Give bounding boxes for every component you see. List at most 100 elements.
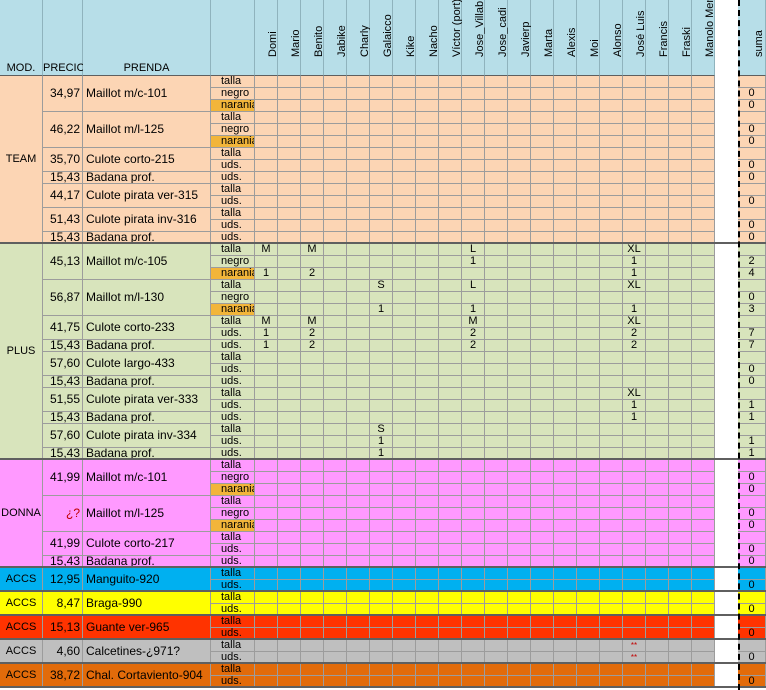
order-cell[interactable] (347, 592, 370, 604)
order-cell[interactable] (646, 100, 669, 112)
order-cell[interactable] (600, 484, 623, 496)
order-cell[interactable] (485, 472, 508, 484)
order-cell[interactable] (370, 136, 393, 148)
order-cell[interactable] (508, 292, 531, 304)
order-cell[interactable] (669, 292, 692, 304)
order-cell[interactable] (278, 616, 301, 628)
order-cell[interactable] (462, 148, 485, 160)
order-cell[interactable] (577, 124, 600, 136)
order-cell[interactable] (508, 460, 531, 472)
order-cell[interactable] (692, 400, 715, 412)
order-cell[interactable] (692, 484, 715, 496)
order-cell[interactable] (347, 424, 370, 436)
order-cell[interactable] (370, 364, 393, 376)
order-cell[interactable] (347, 472, 370, 484)
order-cell[interactable] (623, 364, 646, 376)
order-cell[interactable] (646, 112, 669, 124)
order-cell[interactable] (554, 256, 577, 268)
order-cell[interactable] (600, 400, 623, 412)
order-cell[interactable] (347, 256, 370, 268)
order-cell[interactable] (439, 220, 462, 232)
order-cell[interactable] (577, 256, 600, 268)
order-cell[interactable] (646, 148, 669, 160)
order-cell[interactable] (278, 508, 301, 520)
order-cell[interactable] (646, 76, 669, 88)
price-cell[interactable]: ¿? (43, 496, 83, 532)
price-cell[interactable]: 44,17 (43, 184, 83, 208)
order-cell[interactable] (301, 136, 324, 148)
order-cell[interactable] (692, 148, 715, 160)
order-cell[interactable] (393, 88, 416, 100)
order-cell[interactable] (577, 424, 600, 436)
order-cell[interactable] (669, 244, 692, 256)
order-cell[interactable] (416, 220, 439, 232)
order-cell[interactable] (324, 592, 347, 604)
order-cell[interactable] (531, 208, 554, 220)
order-cell[interactable] (554, 196, 577, 208)
order-cell[interactable] (324, 256, 347, 268)
order-cell[interactable] (416, 160, 439, 172)
order-cell[interactable] (462, 484, 485, 496)
order-cell[interactable] (324, 640, 347, 652)
order-cell[interactable] (416, 244, 439, 256)
order-cell[interactable] (554, 508, 577, 520)
order-cell[interactable] (508, 436, 531, 448)
order-cell[interactable] (462, 376, 485, 388)
order-cell[interactable] (600, 256, 623, 268)
order-cell[interactable] (531, 292, 554, 304)
order-cell[interactable] (462, 640, 485, 652)
order-cell[interactable] (324, 568, 347, 580)
order-cell[interactable] (278, 400, 301, 412)
order-cell[interactable] (324, 244, 347, 256)
order-cell[interactable] (393, 436, 416, 448)
order-cell[interactable] (508, 184, 531, 196)
order-cell[interactable]: ** (623, 640, 646, 652)
order-cell[interactable] (485, 88, 508, 100)
order-cell[interactable] (531, 460, 554, 472)
order-cell[interactable] (324, 460, 347, 472)
order-cell[interactable] (255, 76, 278, 88)
order-cell[interactable] (623, 88, 646, 100)
order-cell[interactable] (508, 76, 531, 88)
order-cell[interactable] (416, 532, 439, 544)
price-cell[interactable]: 45,13 (43, 244, 83, 280)
order-cell[interactable] (370, 460, 393, 472)
order-cell[interactable] (600, 268, 623, 280)
order-cell[interactable] (278, 316, 301, 328)
order-cell[interactable] (255, 376, 278, 388)
order-cell[interactable] (462, 76, 485, 88)
order-cell[interactable] (577, 472, 600, 484)
order-cell[interactable] (462, 520, 485, 532)
order-cell[interactable] (508, 352, 531, 364)
order-cell[interactable] (301, 544, 324, 556)
order-cell[interactable] (646, 640, 669, 652)
order-cell[interactable] (692, 568, 715, 580)
order-cell[interactable] (600, 436, 623, 448)
order-cell[interactable] (324, 484, 347, 496)
order-cell[interactable] (554, 316, 577, 328)
order-cell[interactable] (577, 136, 600, 148)
order-cell[interactable] (577, 100, 600, 112)
order-cell[interactable] (485, 424, 508, 436)
order-cell[interactable] (416, 208, 439, 220)
order-cell[interactable] (439, 196, 462, 208)
order-cell[interactable] (278, 328, 301, 340)
order-cell[interactable] (692, 76, 715, 88)
order-cell[interactable] (347, 364, 370, 376)
order-cell[interactable] (623, 124, 646, 136)
prenda-cell[interactable]: Maillot m/c-105 (83, 244, 211, 280)
order-cell[interactable] (669, 328, 692, 340)
order-cell[interactable] (416, 280, 439, 292)
header-person[interactable]: Kike (393, 0, 417, 76)
order-cell[interactable] (255, 640, 278, 652)
order-cell[interactable] (554, 376, 577, 388)
order-cell[interactable] (393, 424, 416, 436)
order-cell[interactable] (439, 352, 462, 364)
order-cell[interactable]: 1 (255, 268, 278, 280)
order-cell[interactable] (439, 268, 462, 280)
order-cell[interactable] (370, 340, 393, 352)
order-cell[interactable] (347, 460, 370, 472)
order-cell[interactable] (485, 172, 508, 184)
order-cell[interactable] (692, 268, 715, 280)
order-cell[interactable] (393, 544, 416, 556)
